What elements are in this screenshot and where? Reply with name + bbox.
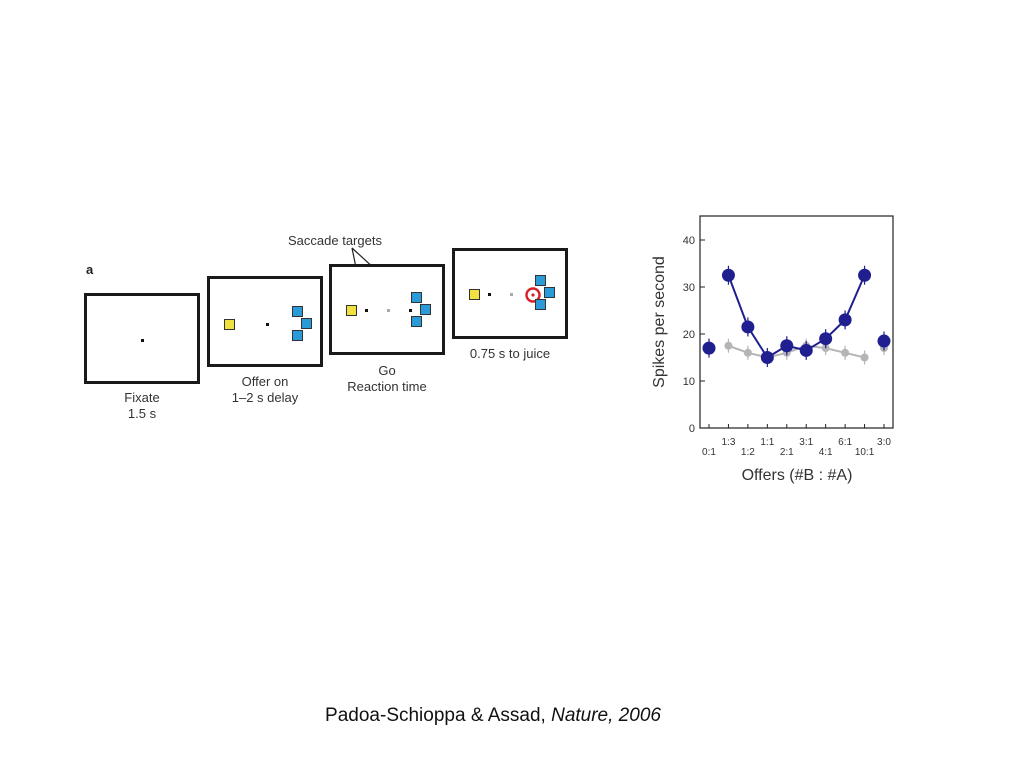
juice-b-offer-square — [411, 316, 422, 327]
x-axis-label: Offers (#B : #A) — [742, 467, 853, 484]
stage-go-reaction: Reaction time — [347, 379, 427, 394]
juice-a-offer-square — [346, 305, 357, 316]
data-point — [724, 341, 733, 350]
data-point — [838, 313, 852, 327]
juice-b-offer-square — [411, 292, 422, 303]
data-point — [721, 268, 735, 282]
y-axis-label: Spikes per second — [651, 256, 668, 388]
x-tick-label: 10:1 — [855, 447, 875, 458]
y-tick-label: 0 — [689, 423, 695, 435]
juice-b-offer-square — [544, 287, 555, 298]
x-tick-label: 1:1 — [760, 437, 774, 448]
x-tick-label: 6:1 — [838, 437, 852, 448]
citation-authors: Padoa-Schioppa & Assad, — [325, 705, 546, 726]
x-axis-ticks: 0:1 1:3 1:2 1:1 2:1 3:1 4:1 6:110:13:0 — [702, 424, 891, 458]
y-tick-label: 20 — [683, 329, 695, 341]
stage-offer-title: Offer on — [241, 374, 289, 389]
stage-go-title: Go — [378, 363, 396, 378]
saccade-target-a — [488, 293, 491, 296]
data-point — [743, 348, 752, 357]
data-point — [841, 348, 850, 357]
saccade-target-b — [409, 309, 412, 312]
data-point — [860, 353, 869, 362]
data-point — [780, 339, 794, 353]
x-tick-label: 4:1 — [819, 447, 833, 458]
x-tick-label: 2:1 — [780, 447, 794, 458]
data-point — [877, 334, 891, 348]
stage-offer-caption: Offer on 1–2 s delay — [205, 374, 325, 406]
x-tick-label: 0:1 — [702, 447, 716, 458]
y-tick-label: 10 — [683, 376, 695, 388]
data-point — [858, 268, 872, 282]
juice-b-offer-square — [535, 275, 546, 286]
x-tick-label: 1:3 — [721, 437, 735, 448]
panel-letter: a — [86, 262, 94, 277]
stage-fixate-title: Fixate — [124, 390, 160, 405]
x-tick-label: 3:1 — [799, 437, 813, 448]
data-point — [702, 341, 716, 355]
fixation-point — [266, 323, 269, 326]
stage-fixate-caption: Fixate 1.5 s — [84, 390, 200, 422]
stage-fixate-screen — [84, 293, 200, 384]
juice-b-offer-square — [292, 330, 303, 341]
chosen-target-ring-icon — [525, 287, 541, 303]
stage-go-screen — [329, 264, 445, 355]
y-tick-label: 30 — [683, 282, 695, 294]
saccade-targets-label: Saccade targets — [288, 233, 382, 248]
juice-b-offer-square — [420, 304, 431, 315]
stage-juice-caption: 0.75 s to juice — [450, 346, 570, 362]
stage-fixate-duration: 1.5 s — [127, 406, 157, 421]
x-tick-label: 1:2 — [741, 447, 755, 458]
y-tick-label: 40 — [683, 235, 695, 247]
citation: Padoa-Schioppa & Assad, Nature, 2006 — [0, 705, 986, 727]
stage-juice-title: 0.75 s to juice — [469, 346, 551, 361]
juice-b-offer-square — [292, 306, 303, 317]
data-point — [741, 320, 755, 334]
juice-b-offer-square — [301, 318, 312, 329]
x-tick-label: 3:0 — [877, 437, 891, 448]
data-point — [799, 343, 813, 357]
juice-b-offer-square — [535, 299, 546, 310]
saccade-target-a — [365, 309, 368, 312]
stage-offer-duration: 1–2 s delay — [231, 390, 299, 405]
fixation-point-off — [510, 293, 513, 296]
data-point — [760, 351, 774, 364]
stage-offer-screen — [207, 276, 323, 367]
juice-a-offer-square — [224, 319, 235, 330]
series-main — [702, 265, 891, 367]
stage-go-caption: Go Reaction time — [325, 363, 449, 395]
y-axis-ticks: 0 10 20 30 40 — [683, 235, 705, 435]
fixation-point-off — [387, 309, 390, 312]
juice-a-offer-square — [469, 289, 480, 300]
stage-juice-screen — [452, 248, 568, 339]
data-point — [819, 332, 833, 346]
fixation-point — [141, 339, 144, 342]
plot-frame — [699, 215, 894, 429]
firing-rate-chart: 0 10 20 30 40 0:1 1:3 1:2 1:1 2:1 3:1 4:1 6:110:13:… — [651, 215, 894, 484]
citation-journal: Nature, 2006 — [551, 705, 661, 726]
